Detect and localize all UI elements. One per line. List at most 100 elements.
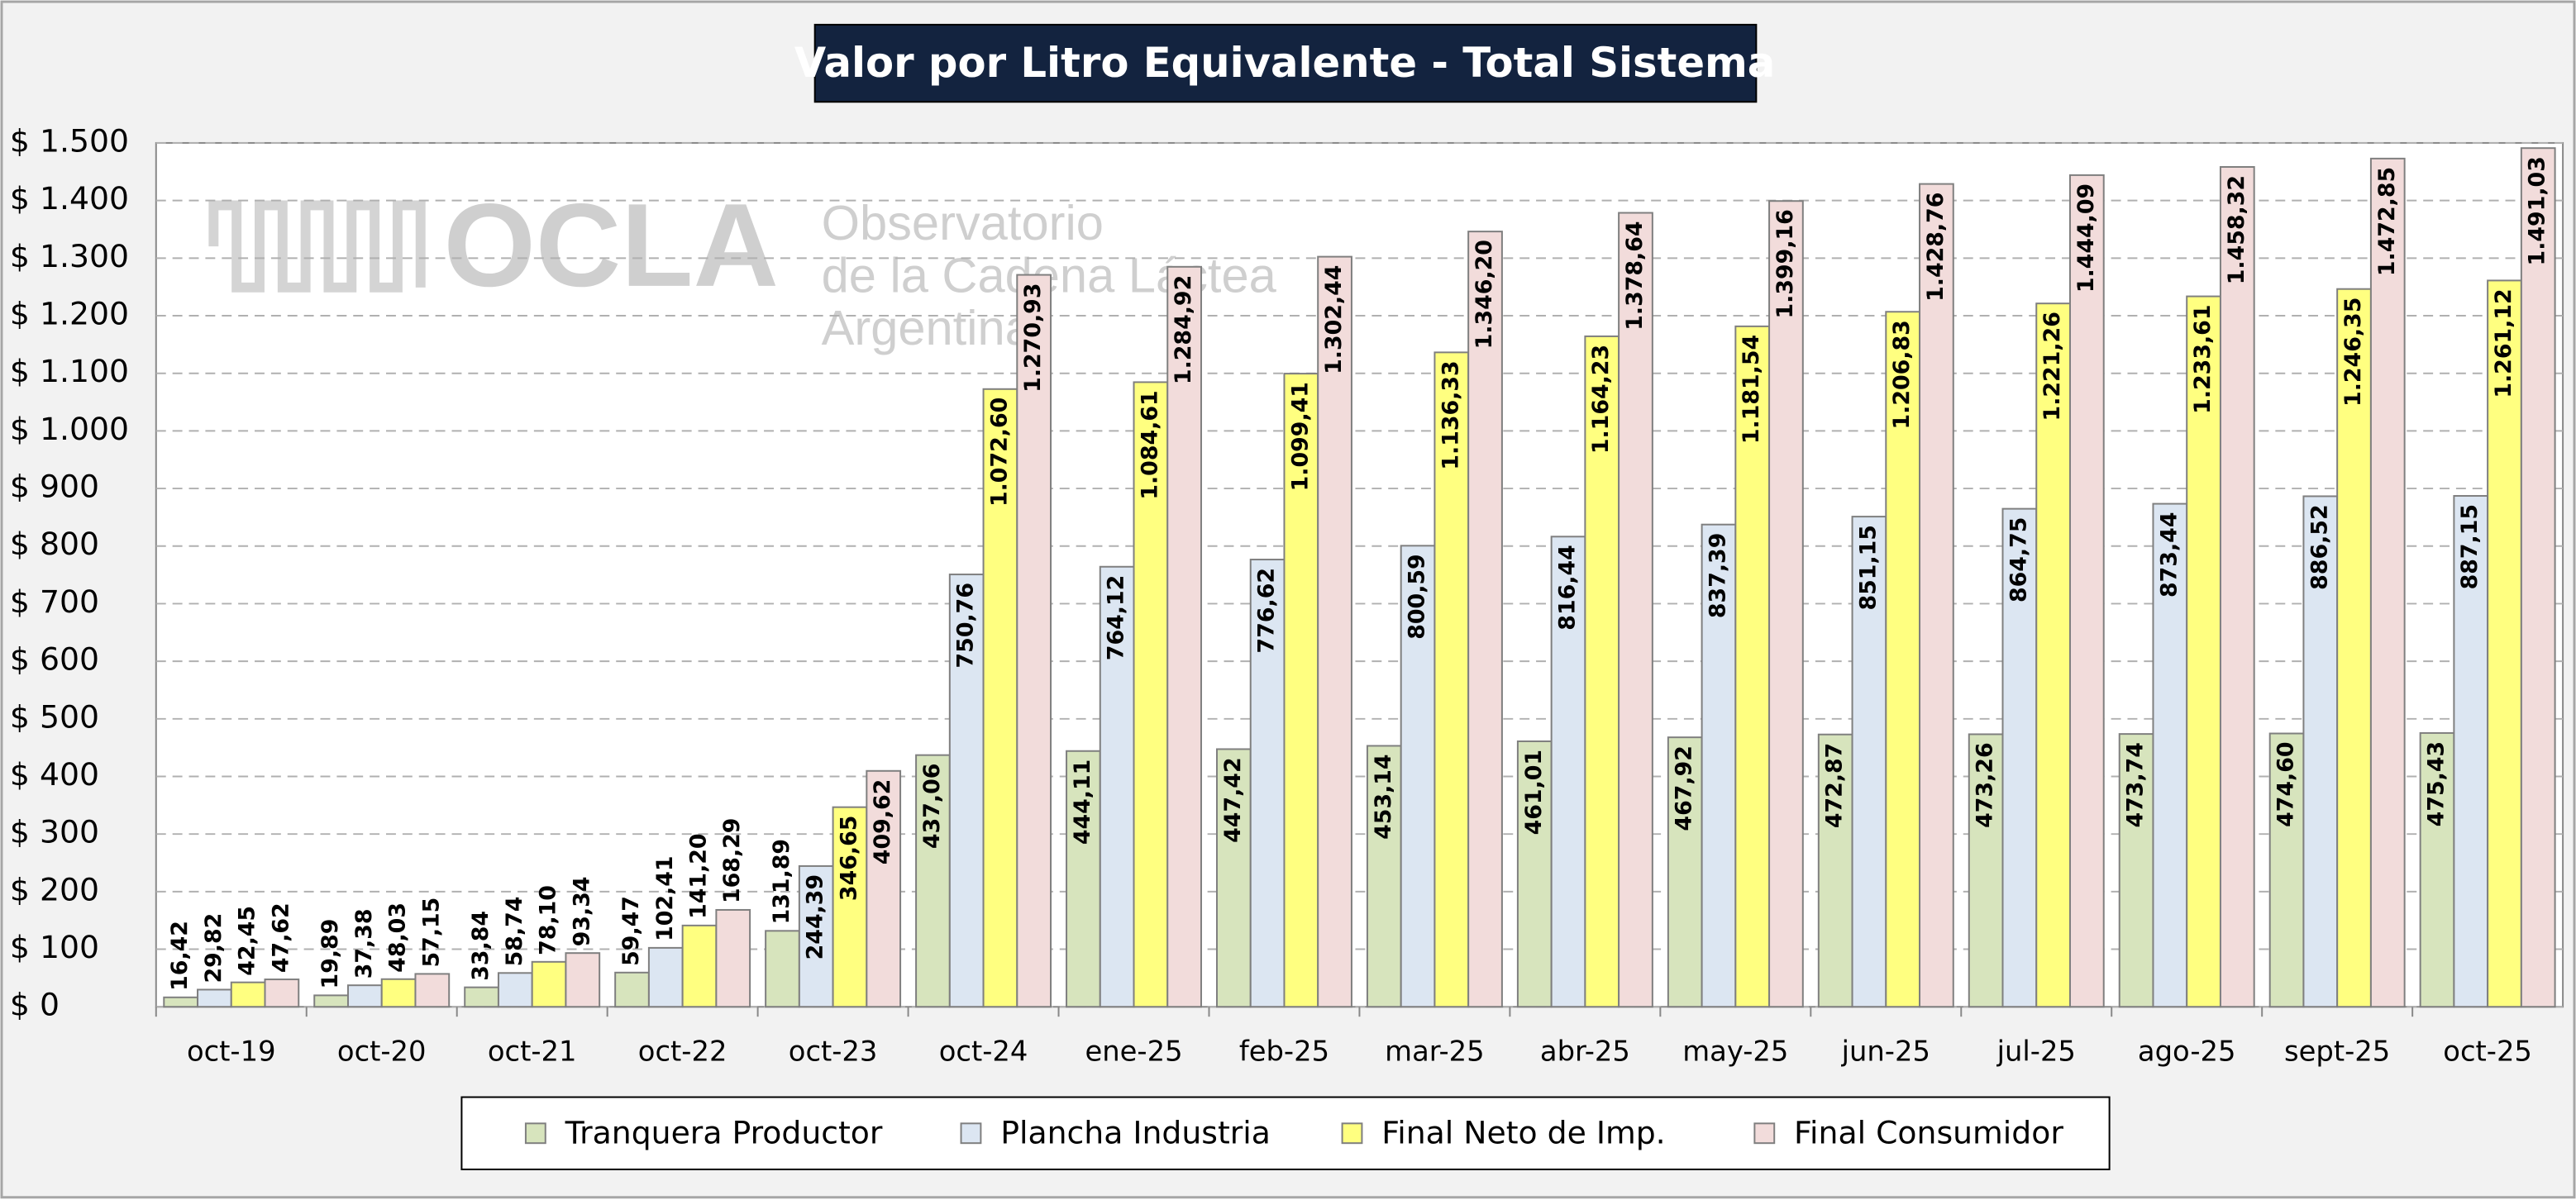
data-label: 461,01: [1521, 750, 1547, 835]
data-label: 1.164,23: [1588, 345, 1614, 454]
bar: [1817, 733, 1853, 1008]
x-tick-label: jul-25: [1996, 1035, 2076, 1067]
bar: [1667, 736, 1703, 1008]
data-label: 837,39: [1705, 533, 1730, 618]
data-label: 1.136,33: [1438, 360, 1463, 469]
bar: [1701, 523, 1737, 1008]
legend-swatch: [1753, 1122, 1776, 1145]
data-label: 467,92: [1672, 745, 1697, 831]
bar: [1215, 748, 1252, 1008]
data-label: 48,03: [385, 902, 411, 973]
x-tick-label: oct-19: [187, 1035, 276, 1067]
bar: [2118, 733, 2154, 1008]
data-label: 437,06: [919, 764, 945, 849]
data-label: 1.206,83: [1889, 320, 1915, 429]
y-tick-label: $ 800: [10, 526, 99, 562]
data-label: 33,84: [468, 911, 494, 981]
y-tick-label: $ 1.000: [10, 411, 129, 447]
y-tick-label: $ 1.100: [10, 353, 129, 389]
data-label: 864,75: [2006, 517, 2031, 602]
bar: [614, 971, 650, 1008]
bar: [2453, 495, 2489, 1008]
y-tick-label: $ 1.300: [10, 238, 129, 274]
y-tick-label: $ 1.500: [10, 122, 129, 159]
bar: [2186, 295, 2221, 1008]
bar: [1851, 516, 1887, 1008]
bar: [2219, 166, 2255, 1008]
x-tick-label: mar-25: [1385, 1035, 1484, 1067]
data-label: 1.444,09: [2073, 183, 2099, 293]
data-label: 1.472,85: [2374, 167, 2400, 276]
data-label: 244,39: [803, 874, 828, 960]
bar: [681, 924, 718, 1008]
y-tick-label: $ 1.400: [10, 180, 129, 217]
bar: [313, 994, 349, 1008]
data-label: 346,65: [836, 816, 861, 901]
data-label: 1.378,64: [1622, 221, 1648, 330]
data-label: 1.458,32: [2224, 175, 2249, 284]
bar: [1366, 745, 1402, 1008]
y-tick-label: $ 500: [10, 698, 99, 735]
x-tick-label: oct-24: [939, 1035, 1028, 1067]
data-label: 473,26: [1973, 742, 1998, 827]
data-label: 453,14: [1371, 754, 1396, 839]
bar: [2520, 147, 2556, 1008]
bar: [832, 806, 868, 1008]
data-label: 1.084,61: [1137, 390, 1162, 499]
data-label: 1.491,03: [2525, 156, 2550, 265]
data-label: 409,62: [870, 779, 895, 864]
data-label: 1.428,76: [1923, 193, 1949, 302]
bar: [798, 864, 834, 1008]
data-label: 47,62: [268, 902, 293, 973]
x-tick-label: abr-25: [1540, 1035, 1630, 1067]
data-label: 42,45: [235, 906, 260, 976]
bar: [531, 960, 567, 1008]
data-label: 1.399,16: [1772, 209, 1798, 318]
data-label: 168,29: [719, 818, 745, 903]
x-tick-label: jun-25: [1841, 1035, 1930, 1067]
data-label: 1.346,20: [1472, 240, 1497, 349]
bar: [2302, 495, 2339, 1008]
data-label: 57,15: [418, 898, 444, 968]
legend-swatch: [1341, 1122, 1363, 1145]
bar: [414, 973, 451, 1008]
bar: [264, 979, 300, 1008]
bar: [1885, 311, 1921, 1008]
data-label: 873,44: [2156, 512, 2182, 598]
bar: [1734, 325, 1771, 1008]
data-label: 16,42: [167, 921, 193, 991]
bar: [2068, 174, 2105, 1008]
watermark-text: Observatorio: [822, 195, 1104, 250]
bar: [346, 984, 383, 1008]
legend-swatch: [524, 1122, 546, 1145]
legend-swatch: [960, 1122, 982, 1145]
bar: [982, 388, 1018, 1008]
data-label: 141,20: [686, 833, 712, 918]
x-tick-label: ene-25: [1085, 1035, 1182, 1067]
data-label: 1.181,54: [1739, 335, 1764, 444]
bar: [1584, 335, 1620, 1008]
bar: [1099, 565, 1135, 1008]
bar: [1919, 183, 1954, 1008]
data-label: 764,12: [1104, 575, 1129, 660]
watermark-logo: [208, 200, 426, 293]
bar: [163, 996, 199, 1008]
bar: [464, 986, 499, 1008]
data-label: 131,89: [769, 839, 794, 924]
bar: [2369, 157, 2406, 1008]
bar: [1400, 545, 1436, 1008]
bar: [2336, 288, 2372, 1008]
data-label: 886,52: [2306, 504, 2332, 589]
bar: [565, 952, 601, 1008]
data-label: 750,76: [953, 583, 979, 668]
bar: [1317, 255, 1352, 1008]
watermark-text: Argentina: [822, 300, 1033, 355]
data-label: 473,74: [2123, 742, 2149, 827]
data-label: 59,47: [618, 896, 644, 966]
legend-label: Plancha Industria: [1000, 1115, 1271, 1151]
bar: [2001, 507, 2038, 1008]
bar: [866, 769, 902, 1008]
bar: [647, 946, 684, 1008]
y-tick-label: $ 700: [10, 583, 99, 620]
